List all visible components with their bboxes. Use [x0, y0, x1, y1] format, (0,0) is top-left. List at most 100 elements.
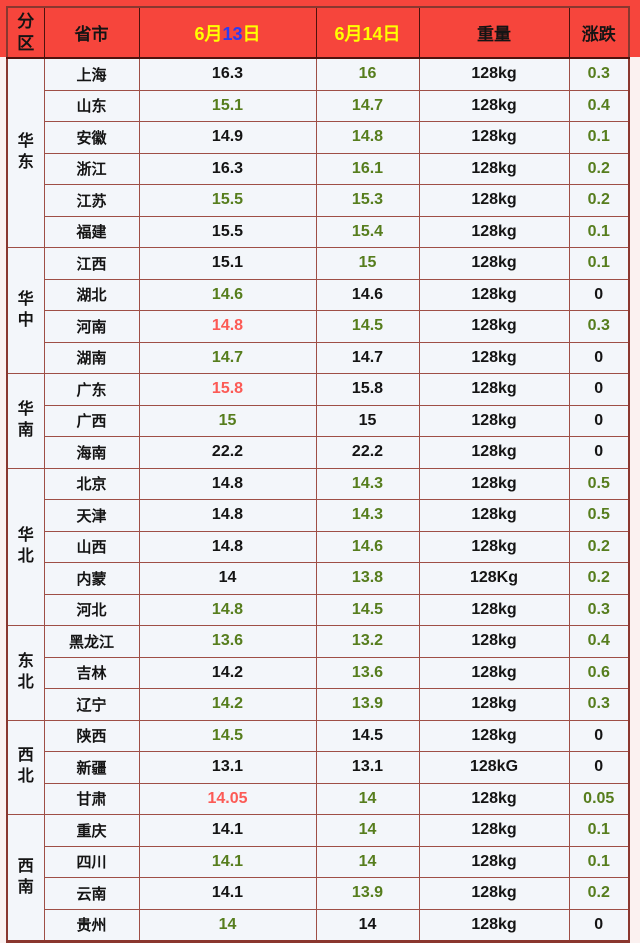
province-cell: 安徽: [43, 121, 140, 154]
weight-cell: 128kg: [418, 814, 570, 847]
price-jun13-cell: 14.2: [138, 656, 317, 689]
weight-cell: 128kg: [418, 688, 570, 721]
province-cell: 内蒙: [43, 562, 140, 595]
date13-day: 13: [222, 23, 243, 44]
province-cell: 天津: [43, 499, 140, 532]
weight-cell: 128kg: [418, 89, 570, 122]
price-jun14-cell: 22.2: [315, 436, 420, 469]
price-jun14-cell: 14.3: [315, 467, 420, 500]
province-cell: 新疆: [43, 751, 140, 784]
price-jun14-cell: 14.7: [315, 89, 420, 122]
table-row: 天津 14.8 14.3 128kg 0.5: [7, 499, 630, 532]
table-row: 安徽 14.9 14.8 128kg 0.1: [7, 121, 630, 154]
change-cell: 0.5: [568, 467, 630, 500]
price-jun13-cell: 14.6: [138, 278, 317, 311]
region-cell-3: 华北: [6, 467, 45, 626]
table-row: 山东 15.1 14.7 128kg 0.4: [7, 89, 630, 122]
region-label: 华中: [17, 290, 34, 329]
price-jun13-cell: 14: [138, 908, 317, 942]
table-row: 新疆 13.1 13.1 128kG 0: [7, 751, 630, 784]
change-cell: 0: [568, 341, 630, 374]
price-jun14-cell: 15.4: [315, 215, 420, 248]
weight-cell: 128kg: [418, 436, 570, 469]
weight-cell: 128kg: [418, 782, 570, 815]
price-jun14-cell: 13.9: [315, 877, 420, 910]
price-jun13-cell: 15: [138, 404, 317, 437]
price-jun14-cell: 16: [315, 57, 420, 91]
header-region: 分区: [6, 6, 45, 59]
price-jun13-cell: 14.8: [138, 530, 317, 563]
weight-cell: 128kg: [418, 184, 570, 217]
region-cell-4: 东北: [6, 625, 45, 721]
header-row: 分区 省市 6月13日 6月14日 重量 涨跌: [6, 6, 630, 59]
table-row: 河南 14.8 14.5 128kg 0.3: [7, 310, 630, 343]
price-jun14-cell: 13.9: [315, 688, 420, 721]
weight-cell: 128kg: [418, 593, 570, 626]
price-jun13-cell: 14.7: [138, 341, 317, 374]
price-jun14-cell: 15: [315, 247, 420, 280]
province-cell: 吉林: [43, 656, 140, 689]
price-jun13-cell: 13.6: [138, 625, 317, 658]
province-cell: 上海: [43, 57, 140, 91]
header-change-label: 涨跌: [581, 25, 616, 44]
table-row: 华南 广东 15.8 15.8 128kg 0: [6, 373, 630, 469]
price-jun13-cell: 13.1: [138, 751, 317, 784]
weight-cell: 128kg: [418, 467, 570, 500]
price-table-body: 华东 上海 16.3 16 128kg 0.3 山东 15.1 14.7 128kg 0.4 安徽 14…: [6, 57, 630, 942]
change-cell: 0.05: [568, 782, 630, 815]
change-cell: 0: [568, 373, 630, 406]
price-jun13-cell: 14.1: [138, 877, 317, 910]
price-jun13-cell: 14.5: [138, 719, 317, 752]
price-jun13-cell: 14.2: [138, 688, 317, 721]
price-jun14-cell: 14.3: [315, 499, 420, 532]
price-jun13-cell: 14.1: [138, 814, 317, 847]
price-jun14-cell: 13.8: [315, 562, 420, 595]
price-jun14-cell: 14: [315, 908, 420, 942]
price-jun13-cell: 15.8: [138, 373, 317, 406]
price-jun14-cell: 14.6: [315, 278, 420, 311]
province-cell: 海南: [43, 436, 140, 469]
table-row: 四川 14.1 14 128kg 0.1: [7, 845, 630, 878]
price-jun14-cell: 14.5: [315, 593, 420, 626]
table-row: 海南 22.2 22.2 128kg 0: [7, 436, 630, 469]
table-row: 浙江 16.3 16.1 128kg 0.2: [7, 152, 630, 185]
change-cell: 0.2: [568, 562, 630, 595]
weight-cell: 128kg: [418, 373, 570, 406]
weight-cell: 128kg: [418, 719, 570, 752]
date14-label: 6月14日: [334, 23, 401, 44]
change-cell: 0: [568, 404, 630, 437]
change-cell: 0.1: [568, 121, 630, 154]
province-cell: 四川: [43, 845, 140, 878]
price-jun14-cell: 14.6: [315, 530, 420, 563]
price-jun13-cell: 15.5: [138, 184, 317, 217]
region-label: 华北: [17, 526, 34, 565]
region-label: 华东: [17, 133, 34, 171]
price-jun14-cell: 14.8: [315, 121, 420, 154]
region-label: 华南: [17, 400, 34, 439]
change-cell: 0.1: [568, 814, 630, 847]
price-jun13-cell: 16.3: [138, 57, 317, 91]
price-jun13-cell: 15.1: [138, 89, 317, 122]
change-cell: 0: [568, 719, 630, 752]
change-cell: 0.2: [568, 530, 630, 563]
change-cell: 0: [568, 278, 630, 311]
weight-cell: 128kg: [418, 57, 570, 91]
province-cell: 重庆: [43, 814, 140, 847]
region-label: 西北: [17, 747, 34, 786]
province-cell: 云南: [43, 877, 140, 910]
price-jun13-cell: 14.8: [138, 499, 317, 532]
province-cell: 河南: [43, 310, 140, 343]
change-cell: 0: [568, 751, 630, 784]
weight-cell: 128kg: [418, 215, 570, 248]
weight-cell: 128kg: [418, 530, 570, 563]
table-row: 江苏 15.5 15.3 128kg 0.2: [7, 184, 630, 217]
price-jun13-cell: 15.5: [138, 215, 317, 248]
change-cell: 0: [568, 908, 630, 942]
price-table: 分区 省市 6月13日 6月14日 重量 涨跌 华东 上海 16.3 16 128kg 0…: [6, 6, 630, 943]
province-cell: 湖北: [43, 278, 140, 311]
weight-cell: 128kg: [418, 247, 570, 280]
table-row: 华中 江西 15.1 15 128kg 0.1: [6, 247, 630, 374]
header-weight: 重量: [418, 6, 570, 59]
price-jun14-cell: 14.5: [315, 310, 420, 343]
price-jun13-cell: 16.3: [138, 152, 317, 185]
